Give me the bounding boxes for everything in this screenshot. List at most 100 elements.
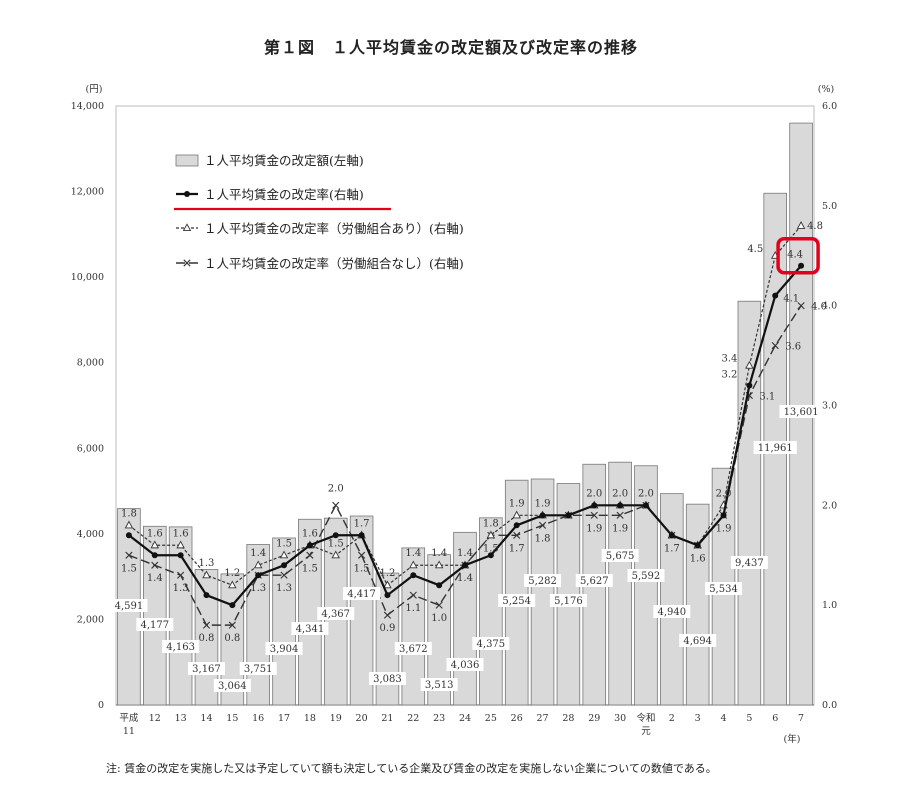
bar-value-box (239, 662, 277, 675)
x-tick-label: 22 (407, 713, 419, 724)
point (746, 382, 753, 389)
bar-value-label: 3,083 (373, 674, 402, 685)
x-tick-label: 12 (149, 713, 161, 724)
point (280, 571, 288, 579)
bar-value-box (498, 594, 536, 607)
point (798, 262, 805, 269)
y-left-tick-label: 4,000 (77, 529, 104, 540)
bar (143, 525, 167, 706)
bar-value-label: 3,672 (399, 644, 428, 655)
bar-value-box (653, 605, 691, 618)
bar (272, 537, 296, 706)
x-tick-label: 25 (485, 713, 497, 724)
point (772, 292, 779, 299)
rate-label: 3.2 (721, 370, 737, 381)
union-rate-label: 1.4 (457, 548, 473, 559)
point (182, 223, 192, 232)
x-tick-label: 3 (695, 713, 701, 724)
point (771, 342, 779, 350)
point (306, 542, 313, 549)
point (565, 512, 572, 519)
y-right-tick-label: 5.0 (822, 201, 837, 212)
y-left-tick-label: 12,000 (71, 187, 104, 198)
lines (124, 221, 806, 629)
point (409, 560, 418, 569)
point (383, 580, 392, 589)
union-rate-label: 1.8 (121, 508, 137, 519)
union-rate-label: 1.8 (483, 518, 499, 529)
nonunion-rate-label: 1.1 (405, 603, 421, 614)
bar (504, 479, 529, 706)
point (409, 591, 417, 599)
point (228, 580, 237, 589)
bar-value-box (343, 587, 381, 600)
point (255, 572, 262, 579)
union-rate-label: 1.2 (379, 568, 395, 579)
nonunion-rate-label: 1.4 (457, 573, 473, 584)
x-unit: (年) (784, 733, 801, 745)
union-rate-label: 1.6 (173, 528, 189, 539)
point (617, 502, 624, 509)
union-rate-label: 1.4 (250, 548, 266, 559)
bar (427, 554, 451, 706)
point (332, 532, 339, 539)
bar-value-label: 4,417 (347, 589, 376, 600)
bar-value-box (753, 441, 797, 454)
point (434, 560, 444, 569)
y-left-tick-label: 8,000 (77, 358, 104, 369)
bar (401, 547, 426, 706)
nonunion-rate-label: 1.3 (276, 583, 292, 594)
point (668, 532, 675, 539)
x-tick-label: 17 (278, 713, 290, 724)
bar-value-box (187, 662, 225, 675)
bar-value-box (575, 574, 613, 587)
nonunion-rate-label: 1.9 (586, 523, 602, 534)
union-rate-label: 1.5 (276, 538, 292, 549)
bar-value-label: 11,961 (758, 443, 793, 454)
bar-value-label: 9,437 (735, 558, 764, 569)
y-left-unit: (円) (86, 84, 103, 95)
point (591, 502, 598, 509)
union-rate-label: 1.7 (354, 518, 370, 529)
x-tick-label: 平成 (119, 712, 139, 724)
point (229, 602, 236, 609)
nonunion-rate-label: 1.4 (147, 573, 163, 584)
point (512, 510, 521, 519)
x-tick-label: 元 (641, 726, 651, 737)
bar-value-box (162, 640, 200, 653)
nonunion-rate-label: 1.7 (509, 543, 525, 554)
point (797, 302, 805, 310)
nonunion-rate-label: 1.5 (354, 563, 370, 574)
point (720, 512, 727, 519)
chart-title: 第１図 １人平均賃金の改定額及び改定率の推移 (263, 38, 638, 57)
nonunion-rate-label: 3.6 (785, 342, 801, 353)
bar-value-label: 4,694 (683, 636, 712, 647)
x-tick-label: 14 (200, 713, 212, 724)
point (184, 191, 190, 197)
x-tick-label: 4 (720, 713, 726, 724)
point (358, 551, 366, 559)
nonunion-rate-label: 1.9 (716, 523, 732, 534)
union-rate-label: 1.5 (328, 538, 344, 549)
legend-swatch-bar (175, 154, 199, 167)
x-tick-label: 26 (511, 713, 523, 724)
bar-value-label: 3,751 (244, 664, 273, 675)
x-tick-label: 28 (562, 713, 574, 724)
point (642, 502, 649, 509)
bar (660, 493, 684, 706)
bar-value-label: 4,367 (321, 609, 350, 620)
bar (220, 573, 245, 706)
point (436, 582, 443, 589)
union-rate-label: 3.4 (721, 354, 737, 365)
bar (685, 503, 710, 706)
union-rate-label: 2.0 (586, 488, 602, 499)
point (150, 540, 160, 549)
bar-value-box (705, 582, 743, 595)
nonunion-rate-label: 4.0 (811, 302, 827, 313)
x-tick-label: 6 (772, 713, 778, 724)
bar-value-box (472, 637, 510, 650)
point (306, 551, 314, 559)
point (539, 512, 546, 519)
point (203, 592, 210, 599)
bar-value-label: 4,036 (451, 660, 480, 671)
